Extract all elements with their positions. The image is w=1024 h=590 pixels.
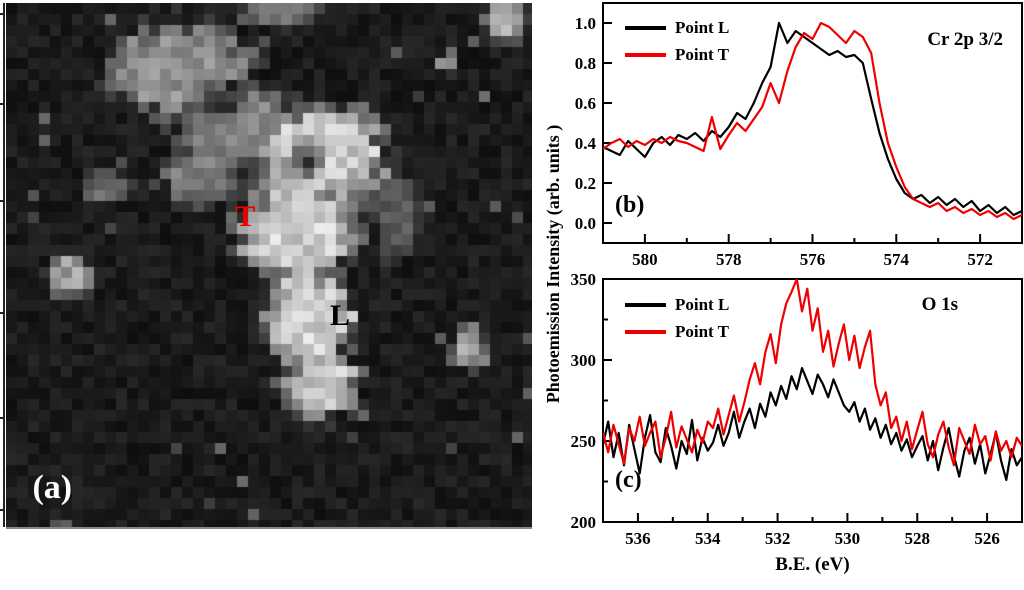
x-tick-label: 530 (835, 529, 861, 548)
panel-b-annotation: Cr 2p 3/2 (927, 29, 1003, 50)
panel-b-legend: Point L Point T (625, 14, 729, 68)
panel-a-letter: (a) (32, 468, 73, 506)
x-tick-label: 576 (800, 250, 826, 269)
point-l-line-swatch (625, 25, 666, 30)
legend-label: Point L (675, 17, 730, 37)
panel-a-axis-tick (0, 508, 4, 511)
point-t-line-swatch (625, 52, 666, 57)
y-tick-label: 300 (571, 351, 597, 370)
series-line-point-l (603, 367, 1022, 481)
y-tick-label: 250 (571, 432, 597, 451)
panel-a-axis-tick (0, 13, 4, 16)
x-tick-label: 578 (716, 250, 742, 269)
legend-item: Point T (625, 318, 729, 345)
x-axis-label: B.E. (eV) (775, 554, 850, 575)
y-tick-label: 0.0 (575, 214, 596, 233)
y-tick-label: 0.6 (575, 94, 596, 113)
point-t-marker: T (235, 199, 256, 233)
y-tick-label: 1.0 (575, 14, 596, 33)
legend-label: Point T (675, 44, 730, 64)
panel-a-axis-tick (0, 312, 4, 315)
legend-label: Point T (675, 321, 730, 341)
y-tick-label: 350 (571, 270, 597, 289)
panel-a-axis-line (3, 3, 5, 527)
microscopy-image-canvas (6, 3, 532, 527)
x-tick-label: 580 (632, 250, 658, 269)
y-tick-label: 0.8 (575, 54, 596, 73)
x-tick-label: 572 (967, 250, 993, 269)
x-tick-label: 532 (765, 529, 791, 548)
panel-a-axis-tick (0, 199, 4, 202)
y-axis-label: Photoemission Intensity (arb. units ) (543, 124, 563, 404)
point-l-marker: L (329, 298, 351, 332)
panel-a-axis-tick (0, 416, 4, 419)
legend-item: Point L (625, 14, 729, 41)
y-tick-label: 0.2 (575, 174, 596, 193)
panel-c-letter: (c) (615, 467, 642, 493)
legend-item: Point T (625, 41, 729, 68)
panel-b-letter: (b) (615, 192, 645, 218)
legend-item: Point L (625, 291, 729, 318)
point-l-line-swatch (625, 302, 666, 307)
x-tick-label: 534 (695, 529, 721, 548)
y-tick-label: 200 (571, 513, 597, 532)
legend-label: Point L (675, 294, 730, 314)
x-tick-label: 528 (905, 529, 931, 548)
panel-a-axis-tick (0, 102, 4, 105)
panel-c-annotation: O 1s (921, 294, 958, 315)
point-t-line-swatch (625, 329, 666, 334)
panel-a: T L (a) (0, 3, 532, 529)
x-tick-label: 536 (625, 529, 651, 548)
y-tick-label: 0.4 (575, 134, 597, 153)
x-tick-label: 526 (974, 529, 1000, 548)
panel-c-legend: Point L Point T (625, 291, 729, 345)
x-tick-label: 574 (884, 250, 910, 269)
